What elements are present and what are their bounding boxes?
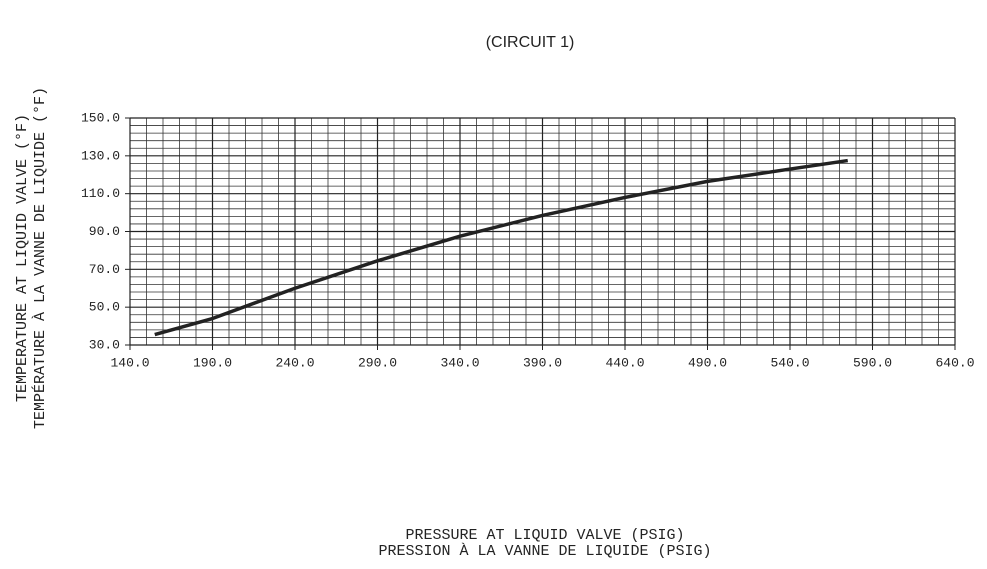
chart-title: (CIRCUIT 1) [486,34,575,51]
x-tick-label: 290.0 [358,355,397,370]
y-tick-label: 50.0 [89,300,120,315]
y-tick-label: 30.0 [89,337,120,352]
y-axis-title: TEMPÉRATURE À LA VANNE DE LIQUIDE (°F) [31,87,49,429]
x-tick-label: 490.0 [688,355,727,370]
y-tick-label: 70.0 [89,262,120,277]
data-line [154,158,849,337]
x-axis-title: PRESSURE AT LIQUID VALVE (PSIG) [405,527,684,544]
x-tick-label: 590.0 [853,355,892,370]
y-axis-title: TEMPERATURE AT LIQUID VALVE (°F) [14,114,31,402]
y-tick-label: 150.0 [81,110,120,125]
y-tick-label: 110.0 [81,186,120,201]
x-tick-label: 540.0 [770,355,809,370]
y-tick-label: 130.0 [81,148,120,163]
x-tick-label: 140.0 [110,355,149,370]
x-tick-label: 240.0 [275,355,314,370]
y-tick-label: 90.0 [89,224,120,239]
x-tick-label: 340.0 [440,355,479,370]
x-tick-label: 440.0 [605,355,644,370]
x-tick-label: 190.0 [193,355,232,370]
x-tick-label: 390.0 [523,355,562,370]
x-axis-title: PRESSION À LA VANNE DE LIQUIDE (PSIG) [378,542,711,560]
x-tick-label: 640.0 [935,355,974,370]
